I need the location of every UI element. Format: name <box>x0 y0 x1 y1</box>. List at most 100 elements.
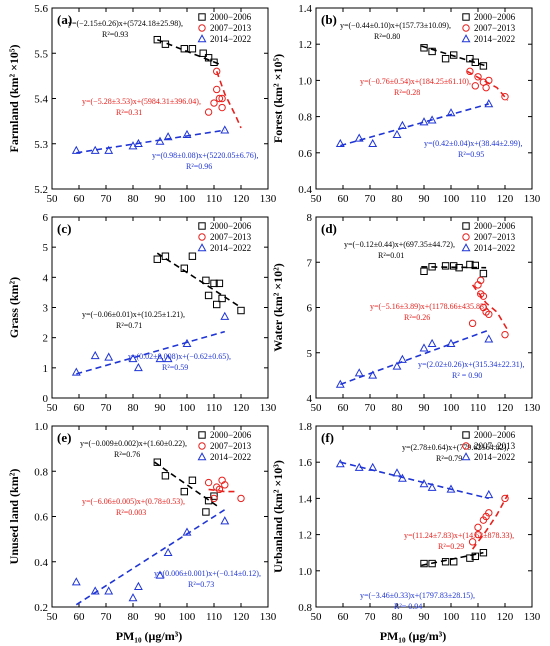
data-point <box>155 570 165 579</box>
y-tick-label: 0.6 <box>298 148 312 160</box>
legend-label: 2007−2013 <box>210 232 252 242</box>
fit-equation: y=(−0.44±0.10)x+(157.73±10.09), <box>340 21 451 30</box>
x-tick-label: 50 <box>47 193 59 205</box>
y-axis-label: Forest (km² ×10⁵) <box>271 54 285 143</box>
fit-r-squared: R²=0.31 <box>116 108 142 117</box>
data-point <box>215 279 224 288</box>
x-tick-label: 60 <box>74 611 86 623</box>
x-tick-label: 70 <box>365 611 377 623</box>
x-tick-label: 120 <box>233 611 250 623</box>
x-tick-label: 100 <box>443 402 460 414</box>
fit-r-squared: R²=0.01 <box>378 251 404 260</box>
legend-marker <box>198 222 206 230</box>
data-point <box>71 145 81 154</box>
legend-label: 2007−2013 <box>474 441 516 451</box>
legend-label: 2000−2006 <box>474 12 516 22</box>
legend-marker <box>197 34 207 43</box>
x-tick-label: 50 <box>47 402 59 414</box>
data-point <box>368 462 378 471</box>
fit-equation: y=(−2.15±0.26)x+(5724.18±25.98), <box>68 19 183 28</box>
fit-r-squared: R²=0.76 <box>114 450 140 459</box>
data-point <box>441 54 450 63</box>
y-tick-label: 1.0 <box>298 75 312 87</box>
data-point <box>161 252 170 260</box>
data-point <box>213 300 221 309</box>
x-tick-label: 90 <box>155 402 167 414</box>
fit-equation: y=(−0.12±0.44)x+(697.35±44.72), <box>344 240 455 249</box>
x-tick-label: 130 <box>260 402 277 414</box>
data-point <box>397 354 407 363</box>
y-axis-label: Unused land (km²) <box>7 469 21 565</box>
data-point <box>471 58 480 66</box>
x-tick-label: 100 <box>179 193 196 205</box>
data-point <box>180 487 189 496</box>
x-tick-label: 100 <box>443 611 460 623</box>
data-point <box>335 459 345 468</box>
fit-equation: y=(−3.46±0.33)x+(1797.83±28.15), <box>360 591 475 600</box>
data-point <box>163 547 173 556</box>
legend-label: 2007−2013 <box>474 232 516 242</box>
y-tick-label: 0.2 <box>34 602 48 614</box>
data-point <box>133 362 143 372</box>
data-point <box>427 115 437 124</box>
fit-equation: y=(−6.06±0.005)x+(0.78±0.53), <box>82 497 185 506</box>
data-point <box>220 516 230 525</box>
data-point <box>455 263 463 272</box>
legend-label: 2014−2022 <box>474 34 515 44</box>
x-tick-label: 90 <box>155 611 167 623</box>
x-axis-label-left: PM₁₀ (μg/m³) <box>116 629 183 643</box>
y-tick-label: 4 <box>307 393 313 405</box>
y-tick-label: 1.4 <box>298 3 312 15</box>
x-tick-label: 120 <box>233 193 250 205</box>
data-point <box>420 267 428 276</box>
y-axis-label: Grass (km²) <box>7 277 21 338</box>
data-point <box>368 370 378 379</box>
data-point <box>210 494 218 503</box>
data-point <box>397 473 407 482</box>
legend-label: 2014−2022 <box>474 452 515 462</box>
panel-label: (e) <box>57 430 71 445</box>
chart-panel-b: 50 60 70 80 90 100 110 120 130 0.4 0.6 0.8 1.0 1.2 1.4… <box>271 3 541 205</box>
data-point <box>188 45 197 53</box>
data-point <box>237 494 245 503</box>
data-point <box>479 62 488 70</box>
y-tick-label: 0 <box>43 393 49 405</box>
x-tick-label: 60 <box>338 611 350 623</box>
data-point <box>213 67 221 76</box>
data-point <box>428 47 436 56</box>
y-tick-label: 6 <box>43 212 49 224</box>
data-point <box>218 294 226 303</box>
data-point <box>446 484 456 493</box>
x-tick-label: 80 <box>392 193 404 205</box>
y-tick-label: 2 <box>43 333 49 345</box>
data-point <box>155 136 165 145</box>
data-point <box>441 262 450 270</box>
x-tick-label: 80 <box>128 611 140 623</box>
data-point <box>484 334 494 343</box>
data-point <box>501 494 509 503</box>
data-point <box>485 310 493 318</box>
y-tick-label: 5.4 <box>34 94 48 106</box>
legend-label: 2014−2022 <box>210 243 251 253</box>
panel-label: (c) <box>57 221 71 236</box>
fit-r-squared: R²=0.26 <box>404 313 430 322</box>
y-tick-label: 5 <box>43 242 49 254</box>
data-point <box>71 367 81 376</box>
x-tick-label: 110 <box>206 611 223 623</box>
legend-label: 2007−2013 <box>210 441 252 451</box>
x-tick-label: 90 <box>419 193 431 205</box>
panel-label: (d) <box>321 221 337 236</box>
data-point <box>128 593 138 602</box>
y-tick-label: 0.8 <box>34 466 48 478</box>
x-tick-label: 110 <box>470 402 487 414</box>
data-point <box>218 94 226 103</box>
y-tick-label: 0.4 <box>34 557 48 569</box>
data-point <box>153 35 162 44</box>
y-tick-label: 6 <box>307 303 313 315</box>
y-tick-label: 5.2 <box>34 184 48 196</box>
fit-r-squared: R²=0.79 <box>436 454 462 463</box>
